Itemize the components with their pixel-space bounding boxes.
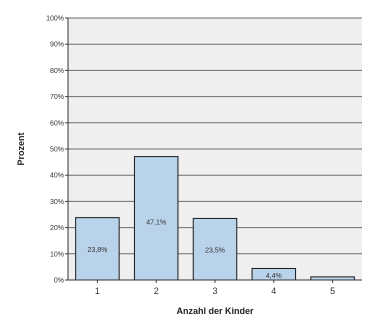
- x-tick-label: 1: [95, 286, 100, 296]
- y-tick-label: 90%: [50, 42, 64, 49]
- y-tick-label: 40%: [50, 173, 64, 180]
- y-axis-ticks: 0% 10% 20% 30% 40% 50% 60% 70% 80% 90% 100%: [46, 16, 68, 285]
- bars: 23,8% 47,1% 23,5% 4,4%: [75, 156, 355, 281]
- y-tick-label: 100%: [46, 16, 64, 23]
- y-tick-label: 50%: [50, 147, 64, 154]
- data-label: 23,5%: [205, 247, 225, 254]
- data-label: 4,4%: [266, 273, 282, 280]
- x-tick-label: 5: [330, 286, 335, 296]
- y-tick-label: 20%: [50, 225, 64, 232]
- x-tick-label: 4: [271, 286, 276, 296]
- bar-1: [75, 217, 120, 281]
- bar-2: [133, 156, 179, 281]
- x-tick-label: 3: [212, 286, 217, 296]
- y-tick-label: 70%: [50, 94, 64, 101]
- x-axis-ticks: 1 2 3 4 5: [95, 280, 335, 296]
- data-label: 23,8%: [87, 247, 107, 254]
- x-tick-label: 2: [154, 286, 159, 296]
- y-tick-label: 10%: [50, 251, 64, 258]
- y-tick-label: 0%: [54, 278, 64, 285]
- data-label: 47,1%: [146, 219, 166, 226]
- y-tick-label: 30%: [50, 199, 64, 206]
- y-tick-label: 80%: [50, 68, 64, 75]
- y-tick-label: 60%: [50, 120, 64, 127]
- bar-3: [192, 217, 238, 281]
- x-axis-title: Anzahl der Kinder: [176, 306, 254, 316]
- y-axis-title: Prozent: [16, 132, 26, 165]
